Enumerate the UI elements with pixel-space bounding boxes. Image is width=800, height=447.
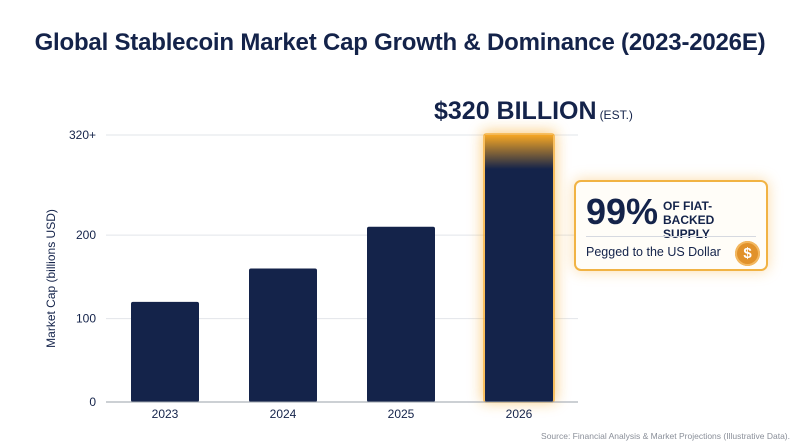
- peg-text: Pegged to the US Dollar: [586, 245, 721, 259]
- dollar-coin-icon: $: [735, 241, 760, 266]
- bar-2025: [367, 226, 435, 402]
- card-divider: [586, 236, 756, 237]
- estimate-callout: $320 BILLION (EST.): [434, 97, 633, 126]
- y-tick-label: 320+: [69, 128, 96, 142]
- dominance-card: 99% OF FIAT-BACKED SUPPLY Pegged to the …: [574, 180, 768, 271]
- y-axis-title: Market Cap (billions USD): [44, 209, 58, 348]
- chart-title: Global Stablecoin Market Cap Growth & Do…: [34, 29, 766, 56]
- x-tick-label: 2025: [388, 407, 415, 421]
- bar-2026: [485, 135, 553, 402]
- x-tick-label: 2026: [506, 407, 533, 421]
- source-note: Source: Financial Analysis & Market Proj…: [541, 431, 790, 441]
- x-tick-label: 2023: [152, 407, 179, 421]
- dominance-label: OF FIAT-BACKED SUPPLY: [663, 199, 715, 241]
- highlight-top-fade: [485, 135, 553, 169]
- bar-2024: [249, 268, 317, 402]
- x-tick-label: 2024: [270, 407, 297, 421]
- estimate-suffix: (EST.): [599, 108, 633, 122]
- bar-2023: [131, 301, 199, 402]
- y-tick-label: 200: [76, 228, 96, 242]
- y-tick-label: 0: [89, 395, 96, 409]
- estimate-value: $320 BILLION: [434, 97, 597, 125]
- y-tick-label: 100: [76, 312, 96, 326]
- dominance-percent: 99%: [586, 191, 659, 232]
